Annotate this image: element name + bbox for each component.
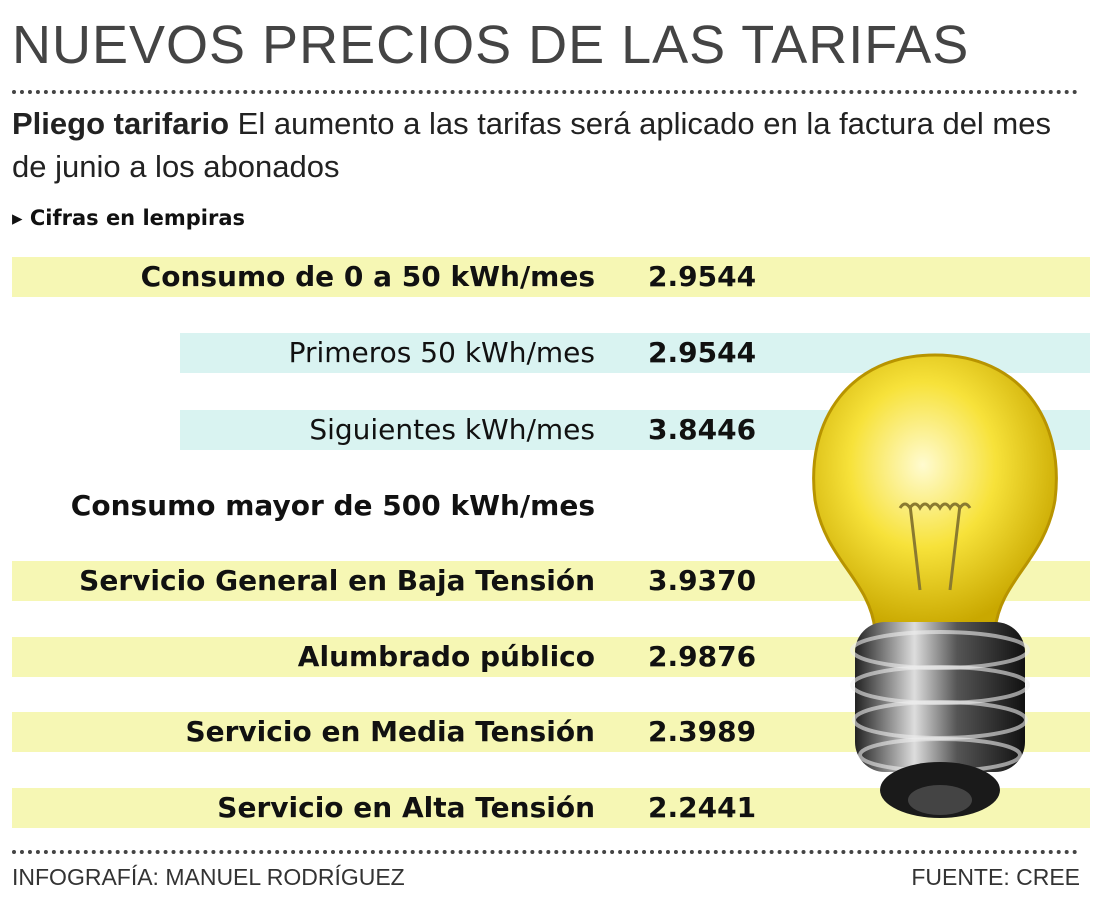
subtitle-text: El aumento a las tarifas será aplicado e… [12, 106, 1051, 184]
row-label: Siguientes kWh/mes [309, 413, 595, 446]
source: FUENTE: CREE [911, 864, 1080, 890]
row-label: Primeros 50 kWh/mes [288, 336, 595, 369]
row-value: 3.8446 [648, 413, 757, 446]
row-value: 2.9544 [648, 260, 757, 293]
row-value: 2.9544 [648, 336, 757, 369]
row-label: Servicio General en Baja Tensión [79, 564, 595, 597]
row-value: 2.9876 [648, 640, 757, 673]
row-heading: Consumo mayor de 500 kWh/mes [70, 489, 595, 522]
credit: INFOGRAFÍA: MANUEL RODRÍGUEZ [12, 864, 405, 890]
divider [12, 90, 1078, 94]
row-value: 2.2441 [648, 791, 757, 824]
note: ▸ Cifras en lempiras [12, 206, 246, 230]
divider [12, 850, 1078, 854]
row-label: Alumbrado público [297, 640, 595, 673]
row-value: 3.9370 [648, 564, 757, 597]
row-band [12, 257, 1090, 297]
row-label: Servicio en Alta Tensión [217, 791, 595, 824]
lead: Pliego tarifario [12, 106, 230, 141]
light-bulb [812, 353, 1058, 818]
note-text: Cifras en lempiras [29, 206, 246, 230]
row-label: Consumo de 0 a 50 kWh/mes [140, 260, 595, 293]
row-value: 2.3989 [648, 715, 757, 748]
title: NUEVOS PRECIOS DE LAS TARIFAS [12, 15, 970, 75]
row-label: Servicio en Media Tensión [185, 715, 595, 748]
subtitle: Pliego tarifario El aumento a las tarifa… [12, 102, 1072, 188]
